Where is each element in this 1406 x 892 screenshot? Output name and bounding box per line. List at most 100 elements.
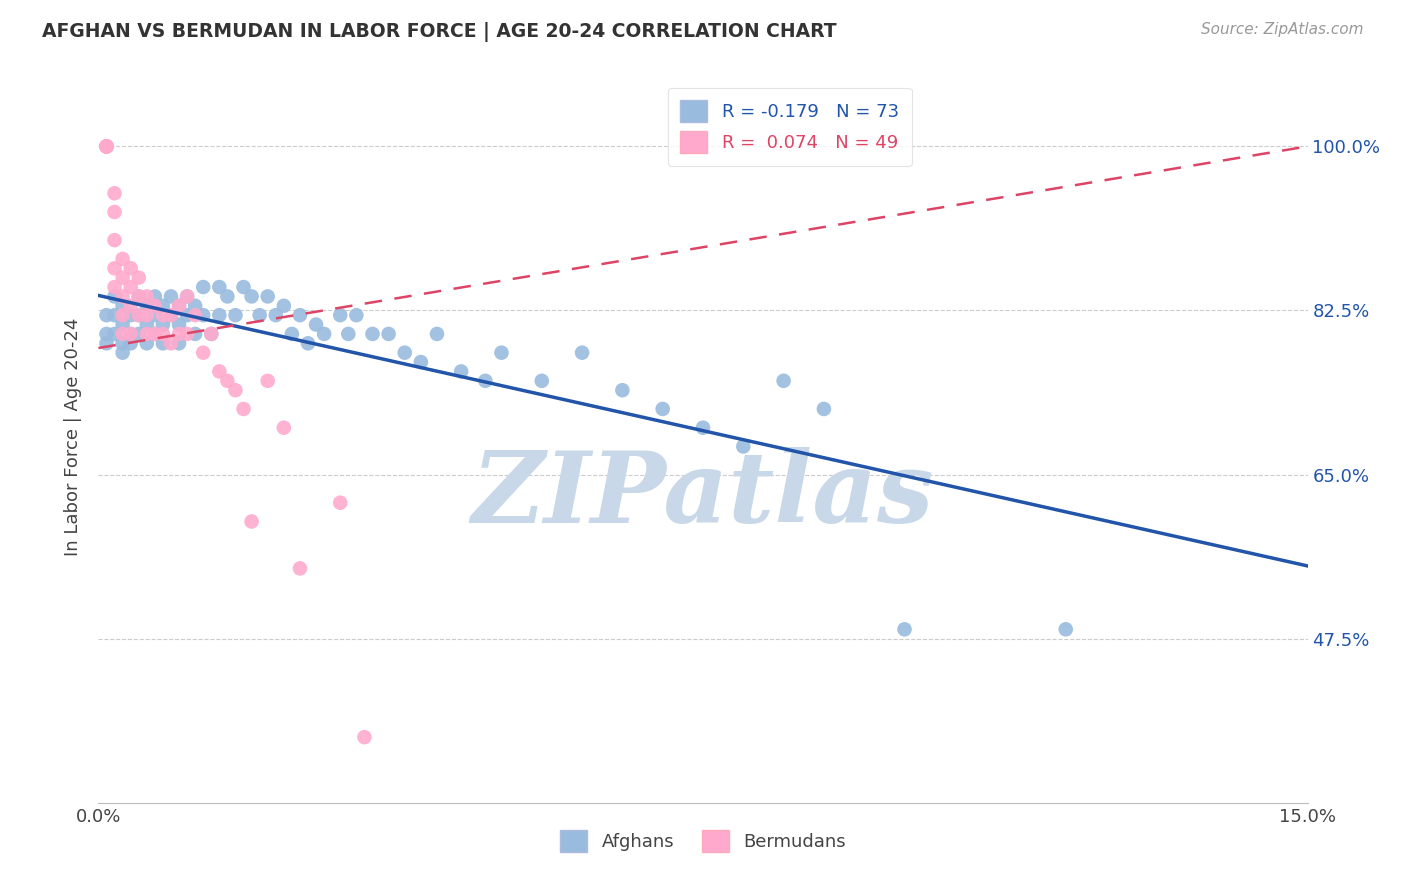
Point bbox=[240, 289, 263, 303]
Point bbox=[305, 318, 328, 332]
Point bbox=[176, 289, 198, 303]
Point bbox=[103, 326, 125, 341]
Point bbox=[103, 280, 125, 294]
Point bbox=[264, 308, 287, 322]
Point bbox=[111, 336, 134, 351]
Point bbox=[128, 270, 150, 285]
Point bbox=[96, 139, 118, 153]
Legend: Afghans, Bermudans: Afghans, Bermudans bbox=[553, 823, 853, 860]
Point bbox=[651, 401, 673, 416]
Point bbox=[167, 299, 190, 313]
Point bbox=[143, 326, 166, 341]
Point bbox=[281, 326, 304, 341]
Point bbox=[361, 326, 384, 341]
Point bbox=[193, 345, 215, 359]
Point bbox=[200, 326, 222, 341]
Point bbox=[152, 308, 174, 322]
Point bbox=[143, 308, 166, 322]
Point bbox=[143, 289, 166, 303]
Point bbox=[193, 308, 215, 322]
Point bbox=[160, 336, 183, 351]
Point bbox=[160, 308, 183, 322]
Point bbox=[208, 280, 231, 294]
Point bbox=[353, 730, 375, 744]
Point bbox=[329, 496, 352, 510]
Point bbox=[152, 318, 174, 332]
Point bbox=[96, 139, 118, 153]
Point bbox=[152, 299, 174, 313]
Point bbox=[120, 280, 142, 294]
Point bbox=[232, 280, 254, 294]
Point bbox=[120, 326, 142, 341]
Point bbox=[733, 440, 755, 454]
Point bbox=[813, 401, 835, 416]
Point bbox=[344, 308, 367, 322]
Point bbox=[135, 318, 157, 332]
Point bbox=[200, 326, 222, 341]
Point bbox=[135, 289, 157, 303]
Point bbox=[143, 299, 166, 313]
Text: ZIPatlas: ZIPatlas bbox=[472, 448, 934, 544]
Point bbox=[111, 345, 134, 359]
Point bbox=[288, 561, 311, 575]
Point bbox=[167, 326, 190, 341]
Point bbox=[103, 205, 125, 219]
Point bbox=[772, 374, 794, 388]
Point bbox=[224, 308, 246, 322]
Point bbox=[337, 326, 360, 341]
Point bbox=[1054, 623, 1077, 637]
Text: AFGHAN VS BERMUDAN IN LABOR FORCE | AGE 20-24 CORRELATION CHART: AFGHAN VS BERMUDAN IN LABOR FORCE | AGE … bbox=[42, 22, 837, 42]
Point bbox=[111, 299, 134, 313]
Point bbox=[96, 336, 118, 351]
Point bbox=[208, 308, 231, 322]
Point bbox=[329, 308, 352, 322]
Point bbox=[128, 308, 150, 322]
Point bbox=[167, 336, 190, 351]
Point bbox=[103, 289, 125, 303]
Text: Source: ZipAtlas.com: Source: ZipAtlas.com bbox=[1201, 22, 1364, 37]
Point bbox=[297, 336, 319, 351]
Point bbox=[184, 326, 207, 341]
Point bbox=[256, 374, 278, 388]
Point bbox=[103, 308, 125, 322]
Point bbox=[160, 289, 183, 303]
Point bbox=[273, 299, 295, 313]
Point bbox=[224, 383, 246, 397]
Point bbox=[103, 233, 125, 247]
Point bbox=[217, 289, 239, 303]
Point bbox=[111, 252, 134, 266]
Point bbox=[426, 326, 449, 341]
Point bbox=[256, 289, 278, 303]
Point bbox=[103, 261, 125, 276]
Point bbox=[96, 139, 118, 153]
Point bbox=[474, 374, 496, 388]
Point bbox=[135, 336, 157, 351]
Point bbox=[96, 139, 118, 153]
Point bbox=[167, 299, 190, 313]
Point bbox=[111, 318, 134, 332]
Point bbox=[120, 326, 142, 341]
Point bbox=[128, 326, 150, 341]
Point bbox=[111, 289, 134, 303]
Point bbox=[96, 308, 118, 322]
Point bbox=[208, 364, 231, 378]
Y-axis label: In Labor Force | Age 20-24: In Labor Force | Age 20-24 bbox=[63, 318, 82, 557]
Point bbox=[314, 326, 336, 341]
Point bbox=[571, 345, 593, 359]
Point bbox=[893, 623, 915, 637]
Point bbox=[176, 308, 198, 322]
Point bbox=[103, 186, 125, 201]
Point bbox=[288, 308, 311, 322]
Point bbox=[491, 345, 513, 359]
Point bbox=[143, 326, 166, 341]
Point bbox=[111, 326, 134, 341]
Point bbox=[176, 326, 198, 341]
Point bbox=[160, 308, 183, 322]
Point bbox=[409, 355, 432, 369]
Point bbox=[692, 420, 714, 434]
Point bbox=[120, 336, 142, 351]
Point bbox=[152, 336, 174, 351]
Point bbox=[96, 326, 118, 341]
Point bbox=[96, 139, 118, 153]
Point bbox=[394, 345, 416, 359]
